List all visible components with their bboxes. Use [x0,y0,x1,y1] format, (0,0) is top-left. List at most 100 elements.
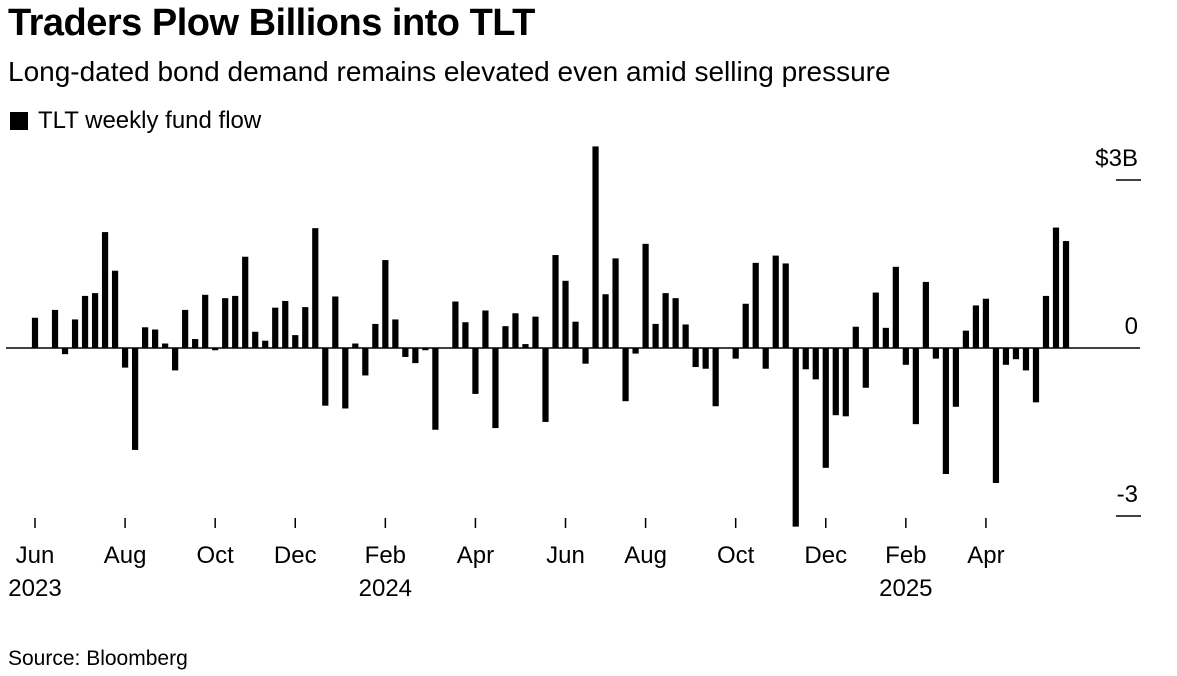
bar-week-33 [352,343,359,348]
bar-week-19 [212,348,219,351]
bar-week-69 [712,348,719,407]
bar-week-1 [31,317,39,348]
bar-week-104 [1062,241,1070,348]
bar-week-39 [412,348,419,364]
bar-week-65 [672,298,679,348]
bar-week-92 [942,348,949,474]
bar-week-34 [362,348,369,376]
chart-subtitle: Long-dated bond demand remains elevated … [8,56,891,87]
bar-week-75 [772,255,779,348]
bar-week-26 [282,300,289,348]
source-note: Source: Bloomberg [8,647,188,670]
legend-swatch [10,112,28,130]
bar-week-62 [642,243,649,348]
bar-week-78 [802,348,809,370]
bar-week-68 [702,348,709,369]
bars-group [31,146,1070,527]
x-tick-label-7: Aug [624,542,667,569]
bar-week-50 [522,344,529,348]
bar-week-11 [131,348,139,450]
bar-week-80 [822,348,829,468]
bar-week-49 [512,313,519,348]
bar-week-43 [452,301,459,348]
bar-week-27 [292,335,299,348]
bar-week-71 [732,348,739,359]
bar-week-76 [782,263,789,348]
bar-week-83 [852,326,859,348]
x-tick-label-5: Apr [457,542,494,569]
bar-week-35 [372,323,379,348]
legend: TLT weekly fund flow [10,107,261,135]
x-year-label-10: 2025 [879,575,932,602]
bar-week-18 [202,294,209,348]
x-tick-label-9: Dec [804,542,847,569]
bar-week-9 [111,270,119,348]
x-tick-label-11: Apr [967,542,1004,569]
x-tick-label-3: Dec [274,542,317,569]
y-tick-label-1: 0 [1125,313,1138,340]
bar-week-40 [422,348,429,351]
bar-week-32 [342,348,349,409]
bar-week-30 [322,348,329,406]
bar-week-5 [71,319,79,348]
y-axis: $3B 0 -3 [1095,145,1141,517]
bar-week-77 [792,348,799,527]
bar-week-52 [542,348,549,422]
x-tick-label-6: Jun [546,542,585,569]
bar-week-100 [1022,348,1030,371]
bar-week-31 [332,296,339,348]
x-tick-label-1: Aug [104,542,147,569]
bar-week-37 [392,319,399,348]
bar-week-51 [532,316,539,348]
bar-week-99 [1012,348,1020,360]
x-tick-label-8: Oct [717,542,755,569]
bar-week-61 [632,348,639,354]
bar-week-86 [882,327,889,348]
y-tick-label-0: $3B [1095,145,1138,172]
bar-week-6 [81,295,89,348]
bar-week-54 [562,280,569,348]
bar-week-91 [932,348,939,359]
bar-week-63 [652,323,659,348]
bar-week-60 [622,348,629,402]
bar-week-10 [121,348,129,368]
bar-week-4 [61,348,69,355]
bar-week-28 [302,307,309,348]
y-tick-label-2: -3 [1117,481,1138,508]
bar-week-82 [842,348,849,417]
bar-week-29 [312,228,319,348]
bar-week-102 [1042,295,1050,348]
bar-week-17 [192,339,199,348]
x-year-label-4: 2024 [359,575,412,602]
bar-week-47 [492,348,499,429]
chart-title: Traders Plow Billions into TLT [8,2,535,44]
x-tick-label-4: Feb [365,542,406,569]
bar-week-72 [742,303,749,348]
bar-week-14 [162,343,169,348]
bar-week-59 [612,258,619,348]
bar-week-53 [552,255,559,348]
bar-week-94 [962,330,970,348]
bar-week-16 [182,309,189,348]
bar-week-67 [692,348,699,368]
bar-week-73 [752,262,759,348]
bar-week-98 [1002,348,1010,365]
bar-week-24 [262,340,269,348]
bar-week-44 [462,322,469,348]
bar-week-13 [152,329,159,348]
bar-week-15 [172,348,179,371]
bar-week-85 [872,292,879,348]
bar-week-96 [982,298,990,348]
bar-week-3 [51,309,59,348]
bar-week-87 [892,266,899,348]
x-year-label-0: 2023 [8,575,61,602]
bar-week-23 [252,331,259,348]
bar-week-95 [972,305,980,348]
bar-week-88 [902,348,909,365]
bar-week-81 [832,348,839,416]
bar-week-84 [862,348,869,388]
x-tick-label-0: Jun [16,542,55,569]
bar-week-7 [91,293,99,348]
bar-week-101 [1032,348,1040,403]
bar-week-74 [762,348,769,369]
